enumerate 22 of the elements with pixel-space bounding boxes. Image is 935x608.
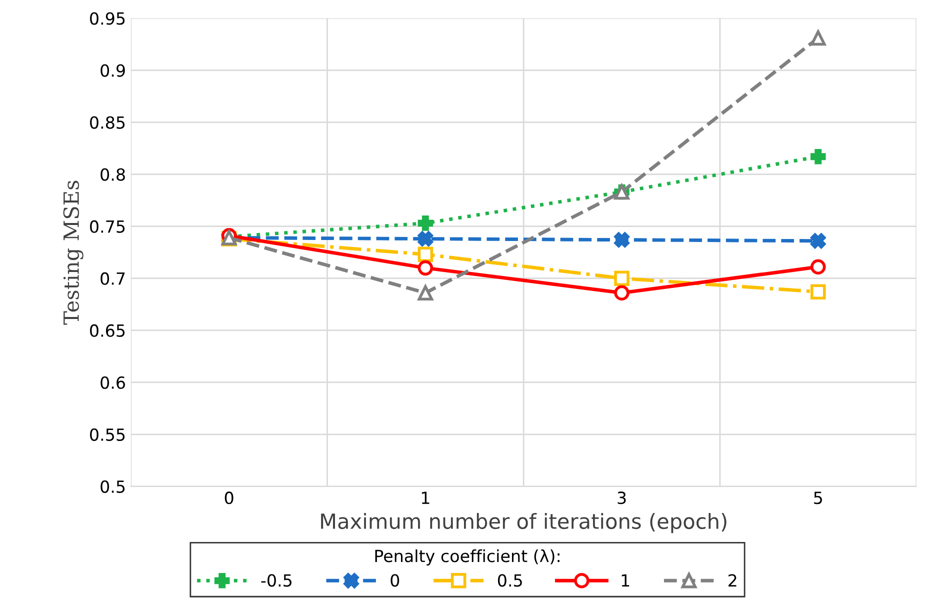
y-tick-label: 0.55 — [90, 428, 125, 441]
legend-label: 2 — [728, 574, 736, 586]
x-tick-label: 5 — [814, 492, 822, 504]
y-tick-label: 0.65 — [90, 324, 125, 337]
x-tick-label: 3 — [618, 492, 626, 504]
legend-label: 0 — [390, 574, 400, 587]
y-axis-title: Testing MSEs — [63, 180, 84, 325]
x-tick-label: 1 — [422, 492, 430, 504]
legend-label: 1 — [622, 574, 630, 586]
legend-label: -0.5 — [261, 574, 292, 587]
y-tick-label: 0.5 — [100, 480, 125, 493]
legend-label: 0.5 — [498, 574, 522, 587]
x-axis-title: Maximum number of iterations (epoch) — [321, 512, 726, 534]
y-tick-label: 0.9 — [100, 64, 125, 77]
y-tick-label: 0.75 — [90, 220, 125, 233]
y-tick-label: 0.95 — [90, 12, 125, 25]
x-tick-label: 0 — [224, 492, 234, 504]
y-tick-label: 0.7 — [100, 272, 125, 285]
y-tick-label: 0.85 — [90, 116, 125, 129]
y-tick-label: 0.6 — [100, 376, 125, 389]
y-tick-label: 0.8 — [100, 168, 125, 181]
legend-title: Penalty coefficient (λ): — [375, 549, 560, 566]
